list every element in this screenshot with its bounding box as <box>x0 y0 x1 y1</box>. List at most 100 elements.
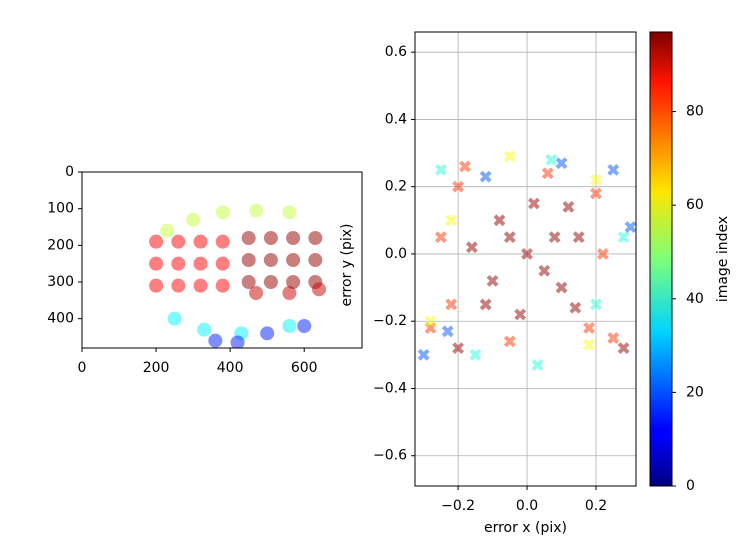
point <box>469 348 482 361</box>
point <box>590 298 602 311</box>
y-tick-label: 0 <box>65 164 74 180</box>
point <box>171 278 186 293</box>
point <box>555 281 568 294</box>
y-tick-label: 100 <box>47 201 74 217</box>
colorbar-tick-label: 20 <box>686 384 704 400</box>
x-tick-label: 0 <box>78 360 87 376</box>
colorbar-tick-label: 60 <box>686 197 704 213</box>
point <box>167 311 182 326</box>
point <box>459 160 471 173</box>
point <box>215 256 230 271</box>
point <box>617 342 630 355</box>
point <box>208 333 223 348</box>
x-tick-label: 200 <box>143 360 170 376</box>
x-tick-label: 600 <box>291 360 318 376</box>
point <box>434 163 447 176</box>
point <box>503 150 516 163</box>
y-tick-label: −0.2 <box>373 313 407 329</box>
point <box>528 197 540 210</box>
point <box>308 231 323 245</box>
point <box>531 359 544 371</box>
point <box>441 325 454 338</box>
colorbar-label: image index <box>715 216 731 302</box>
point <box>479 170 492 183</box>
point <box>286 231 301 245</box>
colorbar <box>649 31 673 487</box>
point <box>249 286 264 300</box>
point <box>417 348 430 361</box>
point <box>286 253 301 267</box>
point <box>193 234 208 249</box>
point <box>308 253 323 267</box>
point <box>297 319 312 333</box>
point <box>486 274 499 287</box>
point <box>569 301 582 314</box>
point <box>149 278 164 293</box>
point <box>282 205 297 220</box>
point <box>572 231 585 244</box>
point <box>193 278 208 293</box>
colorbar-tick-label: 80 <box>686 104 704 120</box>
point <box>186 212 201 227</box>
point <box>197 322 212 337</box>
point <box>424 315 437 328</box>
point <box>555 157 568 170</box>
point <box>590 187 602 200</box>
point <box>548 231 561 244</box>
point <box>241 275 256 289</box>
y-tick-label: 0.0 <box>385 246 407 262</box>
x-tick-label: 0.0 <box>516 498 538 514</box>
point <box>260 326 275 341</box>
y-tick-label: 200 <box>47 237 74 253</box>
colorbar-tick-label: 40 <box>686 291 704 307</box>
point <box>562 200 575 213</box>
point <box>514 308 527 321</box>
x-axis-label: error x (pix) <box>484 520 567 536</box>
point <box>160 223 175 238</box>
y-tick-label: 0.4 <box>385 111 407 127</box>
y-tick-label: −0.4 <box>373 380 407 396</box>
point <box>241 253 256 267</box>
point <box>230 335 245 348</box>
point <box>445 298 458 311</box>
point <box>263 275 278 289</box>
point <box>607 332 620 344</box>
y-axis-label: error y (pix) <box>339 223 355 306</box>
point <box>171 256 186 271</box>
point <box>312 282 327 297</box>
colorbar-tick-label: 0 <box>686 478 695 494</box>
point <box>479 298 492 311</box>
point <box>263 253 278 267</box>
point <box>596 248 609 260</box>
point <box>583 338 596 351</box>
points <box>417 150 636 371</box>
point <box>215 278 230 293</box>
point <box>541 167 554 180</box>
x-tick-label: −0.2 <box>441 498 475 514</box>
x-tick-label: 0.2 <box>585 498 607 514</box>
point <box>286 275 301 289</box>
point <box>452 342 465 355</box>
point <box>583 322 596 334</box>
point <box>521 248 533 260</box>
point <box>263 231 278 245</box>
point <box>282 286 297 300</box>
point <box>171 234 186 249</box>
point <box>241 231 256 245</box>
point <box>590 174 602 186</box>
y-tick-label: 300 <box>47 274 74 290</box>
point <box>434 231 447 244</box>
y-tick-label: 0.2 <box>385 179 407 195</box>
point <box>503 231 516 244</box>
axes-frame <box>81 171 363 349</box>
point <box>445 214 458 227</box>
point <box>465 241 478 254</box>
point <box>538 264 551 277</box>
y-tick-label: 0.6 <box>385 44 407 60</box>
point <box>249 203 264 218</box>
y-tick-label: −0.6 <box>373 448 407 464</box>
axes-frame <box>414 31 637 487</box>
point <box>215 205 230 220</box>
x-tick-label: 400 <box>217 360 244 376</box>
